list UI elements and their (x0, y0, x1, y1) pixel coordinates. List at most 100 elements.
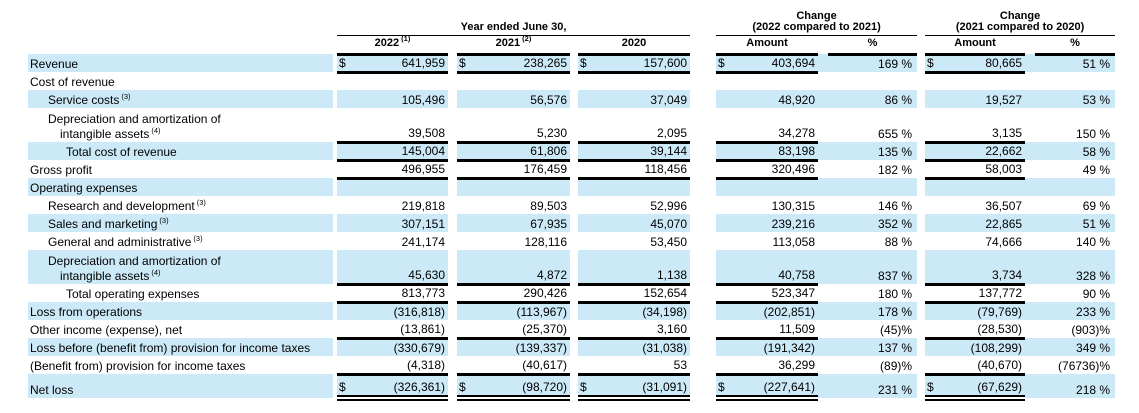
cell-change1-pct (828, 178, 918, 196)
column-gap (690, 90, 717, 108)
cell-change2-amount: 19,527 (939, 90, 1026, 108)
column-gap (818, 284, 828, 302)
column-gap (448, 356, 457, 374)
currency-cell (457, 338, 471, 356)
column-gap (570, 250, 578, 284)
column-gap (570, 178, 578, 196)
currency-cell (457, 232, 471, 250)
column-gap (1025, 338, 1036, 356)
currency-cell (578, 356, 592, 376)
currency-cell (716, 178, 731, 196)
column-gap (690, 338, 717, 356)
cell-change1-pct: 146 % (878, 199, 913, 213)
column-gap (448, 374, 457, 398)
row-label: Total cost of revenue (28, 142, 333, 160)
column-gap (570, 108, 578, 142)
currency-cell (457, 250, 471, 286)
column-gap (1025, 250, 1036, 284)
currency-cell (716, 320, 731, 340)
cell-2022: 307,151 (351, 214, 448, 232)
currency-cell (337, 320, 351, 340)
currency-cell (578, 232, 592, 250)
currency-cell (925, 338, 940, 356)
cell-2020: 53,450 (650, 235, 688, 249)
cell-change1-pct: 182 % (878, 163, 913, 177)
row-label: General and administrative (3) (48, 234, 203, 249)
column-gap (333, 338, 337, 356)
column-gap (917, 9, 926, 35)
column-gap (690, 72, 716, 90)
column-gap (818, 90, 829, 108)
cell-change1-amount: 320,496 (730, 160, 819, 180)
cell-2022: 39,508 (351, 108, 448, 144)
column-gap (1025, 320, 1035, 338)
cell-change2-amount (939, 178, 1026, 196)
column-gap (1025, 356, 1035, 374)
column-gap (690, 108, 716, 142)
column-gap (448, 284, 457, 302)
cell-change2-amount: 137,772 (939, 284, 1026, 304)
row-label: Research and development (3) (48, 198, 206, 213)
currency-cell (716, 284, 731, 304)
column-gap (917, 302, 926, 320)
column-gap (333, 90, 337, 108)
column-gap (333, 178, 337, 196)
col-header-2021: 2021 (2) (457, 35, 570, 56)
cell-change2-pct: 69 % (1082, 199, 1111, 213)
currency-cell (337, 178, 351, 196)
column-gap (917, 72, 925, 90)
currency-cell (337, 90, 351, 108)
cell-2021: 89,503 (530, 199, 567, 213)
column-gap (690, 320, 716, 338)
currency-cell (716, 72, 730, 90)
cell-2020: 53 (592, 356, 691, 376)
currency-cell (578, 108, 592, 144)
cell-change1-pct: 180 % (878, 287, 913, 301)
cell-change1-amount: 40,758 (730, 250, 819, 286)
column-gap (917, 35, 926, 54)
cell-2022: 496,955 (351, 160, 448, 180)
cell-2021: 61,806 (471, 142, 570, 162)
row-label: Net loss (28, 374, 333, 398)
currency-cell (457, 108, 471, 144)
currency-cell (457, 214, 471, 232)
cell-change1-pct: 169 % (828, 54, 918, 72)
row-label: Cost of revenue (30, 75, 115, 89)
row-label: Service costs (3) (28, 90, 333, 108)
currency-cell (925, 108, 940, 144)
currency-cell (716, 142, 731, 162)
table-row: Operating expenses (28, 178, 1116, 196)
cell-2021 (471, 178, 570, 196)
column-gap (448, 214, 457, 232)
cell-change1-pct: 837 % (828, 250, 918, 284)
cell-2020: 118,456 (592, 160, 691, 180)
currency-cell (457, 320, 471, 340)
currency-cell (578, 320, 592, 340)
cell-2022 (351, 178, 448, 196)
table-row: Depreciation and amortization of intangib… (28, 108, 1115, 144)
cell-change2-amount: (40,670) (939, 356, 1026, 376)
currency-cell (457, 284, 471, 304)
cell-change2-amount: 3,135 (939, 108, 1026, 144)
cell-2021: (25,370) (471, 320, 570, 340)
cell-change1-amount: (227,641) (730, 374, 819, 401)
cell-change2-amount: 22,865 (939, 214, 1026, 232)
currency-cell: $ (578, 374, 592, 401)
cell-2021: 4,872 (471, 250, 570, 286)
currency-cell (578, 178, 592, 196)
column-gap (917, 320, 925, 338)
row-label: (Benefit from) provision for income taxe… (30, 359, 246, 373)
table-row: Service costs (3) 105,496 56,576 37,049 48,92… (28, 90, 1116, 108)
column-gap (333, 142, 337, 160)
column-gap (570, 214, 578, 232)
column-gap (570, 320, 578, 338)
table-body: Revenue $641,959 $238,265 $157,600 $403,694 1… (28, 54, 1116, 401)
column-gap (570, 356, 578, 374)
column-gap (333, 374, 337, 398)
cell-change2-pct (1035, 178, 1116, 196)
cell-change1-amount: 48,920 (730, 90, 819, 108)
cell-change1-amount (730, 178, 819, 196)
table-row: Net loss $ (326,361) $ (98,720) $ (31,091) $ (22… (28, 374, 1116, 401)
currency-cell (578, 284, 592, 304)
currency-cell (716, 232, 730, 250)
